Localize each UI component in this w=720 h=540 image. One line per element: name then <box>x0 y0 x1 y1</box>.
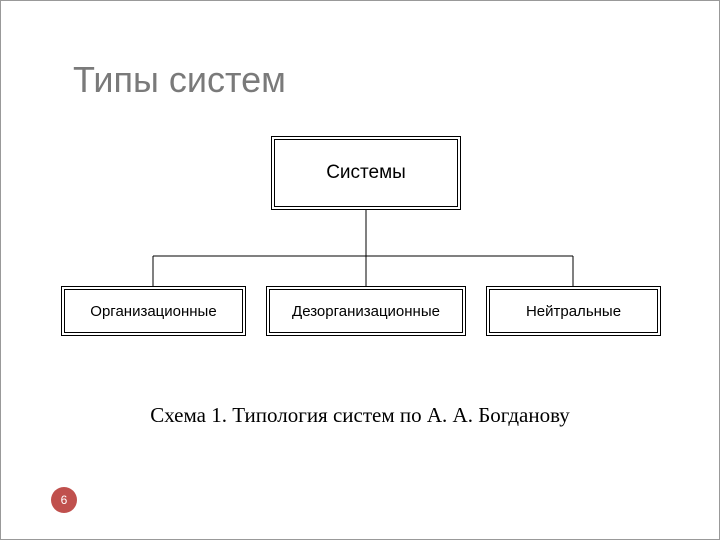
child-node: Организационные <box>61 286 246 336</box>
diagram-caption: Схема 1. Типология систем по А. А. Богда… <box>1 403 719 428</box>
child-node-label: Дезорганизационные <box>292 303 440 320</box>
root-node: Системы <box>271 136 461 210</box>
page-number: 6 <box>61 493 68 507</box>
child-node: Дезорганизационные <box>266 286 466 336</box>
hierarchy-diagram: Системы Организационные Дезорганизационн… <box>61 136 661 356</box>
child-node-label: Нейтральные <box>526 303 621 320</box>
child-node-label: Организационные <box>90 303 216 320</box>
child-node: Нейтральные <box>486 286 661 336</box>
page-number-badge: 6 <box>51 487 77 513</box>
slide-title: Типы систем <box>73 59 286 101</box>
root-node-label: Системы <box>326 162 406 184</box>
